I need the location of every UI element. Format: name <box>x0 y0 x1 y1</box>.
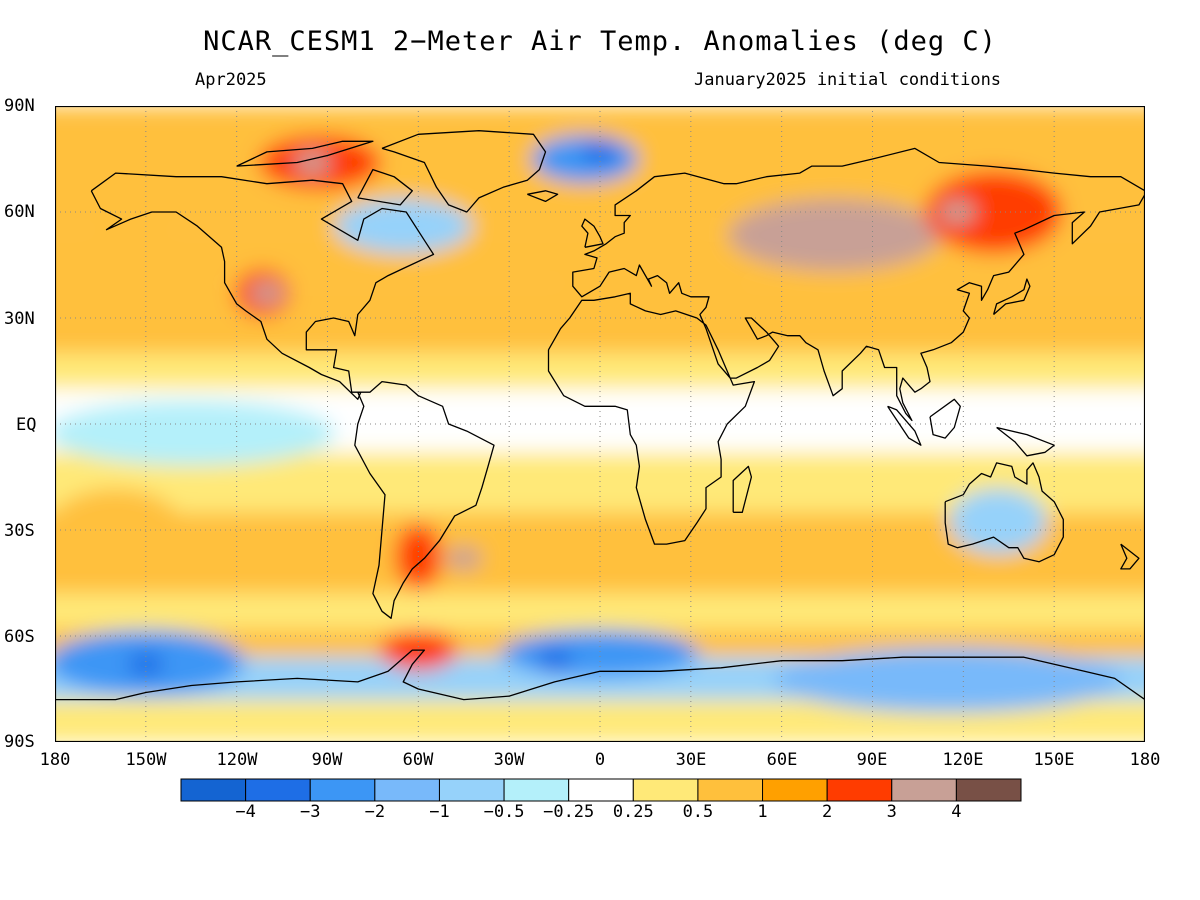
coastlines <box>55 130 1145 721</box>
anomaly-region <box>55 488 185 572</box>
x-tick-label: 60W <box>402 750 434 770</box>
coastline-south-america <box>354 380 495 619</box>
colorbar-tick-label: −4 <box>235 802 256 822</box>
map-frame <box>55 106 1145 742</box>
x-tick-label: 180 <box>39 750 71 770</box>
anomaly-region <box>949 488 1048 554</box>
colorbar-swatch <box>438 778 505 802</box>
x-tick-label: 90E <box>856 750 888 770</box>
colorbar-swatch <box>955 778 1022 802</box>
y-tick-label: 90S <box>4 732 35 752</box>
coastline-japan <box>992 278 1031 315</box>
coastline-new-zealand <box>1120 543 1140 570</box>
colorbar-swatch <box>697 778 764 802</box>
coastline-greenland <box>381 130 547 213</box>
anomaly-region <box>561 223 745 324</box>
x-tick-label: 180 <box>1129 750 1161 770</box>
colorbar-swatch <box>309 778 376 802</box>
colorbar-swatch <box>503 778 570 802</box>
colorbar-swatch <box>245 778 311 802</box>
y-tick-label: 90N <box>4 96 35 116</box>
anomaly-region <box>55 223 215 342</box>
colorbar-tick-label: −0.25 <box>543 802 595 822</box>
coastline-uk <box>581 218 604 248</box>
coastline-australia <box>944 462 1064 563</box>
anomaly-core <box>536 648 573 673</box>
colorbar-tick-label: 4 <box>951 802 962 822</box>
forecast-month: Apr2025 <box>195 70 267 90</box>
x-tick-label: 30E <box>675 750 707 770</box>
anomaly-core <box>248 281 285 306</box>
x-tick-label: 30W <box>493 750 525 770</box>
initial-conditions-label: January2025 initial conditions <box>694 70 1002 90</box>
colorbar-swatch <box>826 778 893 802</box>
y-tick-label: 30N <box>4 309 35 329</box>
coastline-north-america <box>90 172 435 400</box>
x-tick-label: 150E <box>1033 750 1075 770</box>
coastline-africa-eurasia <box>547 147 1145 545</box>
colorbar-swatch <box>632 778 699 802</box>
anomaly-core <box>939 200 976 224</box>
colorbar-tick-label: 0.25 <box>612 802 654 822</box>
coastline-baffin <box>357 168 413 206</box>
anomaly-region <box>925 170 1063 254</box>
graticule <box>55 106 1145 742</box>
coastline-borneo <box>929 398 961 439</box>
anomaly-core <box>824 221 861 246</box>
colorbar-swatch <box>374 778 440 802</box>
colorbar-tick-label: 1 <box>757 802 768 822</box>
y-tick-label: 60S <box>4 627 35 647</box>
coastline-arctic-islands <box>236 140 374 167</box>
y-tick-label: EQ <box>16 415 37 435</box>
x-tick-label: 150W <box>125 750 167 770</box>
x-tick-label: 90W <box>311 750 343 770</box>
coastline-antarctica <box>55 649 1145 721</box>
x-tick-label: 60E <box>766 750 798 770</box>
colorbar-tick-label: −2 <box>364 802 386 822</box>
coastline-iceland <box>527 190 559 203</box>
y-tick-label: 30S <box>4 521 35 541</box>
anomaly-map <box>55 106 1145 742</box>
anomaly-region <box>531 135 639 183</box>
map-title: NCAR_CESM1 2−Meter Air Temp. Anomalies (… <box>203 26 997 57</box>
colorbar-swatch <box>891 778 957 802</box>
colorbar-tick-label: −1 <box>429 802 450 822</box>
anomaly-core <box>445 546 482 571</box>
colorbar-tick-label: −3 <box>299 802 321 822</box>
coastline-new-guinea <box>996 426 1055 457</box>
coastline-sumatra <box>887 405 922 446</box>
anomaly-region <box>773 647 1123 713</box>
colorbar-swatch <box>568 778 634 802</box>
colorbar-tick-label: 2 <box>822 802 833 822</box>
coastline-madagascar <box>732 465 753 513</box>
x-tick-label: 120E <box>942 750 984 770</box>
colorbar <box>180 778 1022 802</box>
colorbar-swatch <box>180 778 247 802</box>
anomaly-core <box>127 652 164 677</box>
x-tick-label: 0 <box>594 750 606 770</box>
colorbar-tick-label: −0.5 <box>483 802 525 822</box>
anomaly-region <box>55 400 336 466</box>
anomaly-region <box>334 198 472 254</box>
colorbar-tick-label: 0.5 <box>682 802 714 822</box>
colorbar-tick-label: 3 <box>886 802 897 822</box>
y-tick-label: 60N <box>4 202 35 222</box>
x-tick-label: 120W <box>216 750 258 770</box>
colorbar-swatch <box>762 778 828 802</box>
